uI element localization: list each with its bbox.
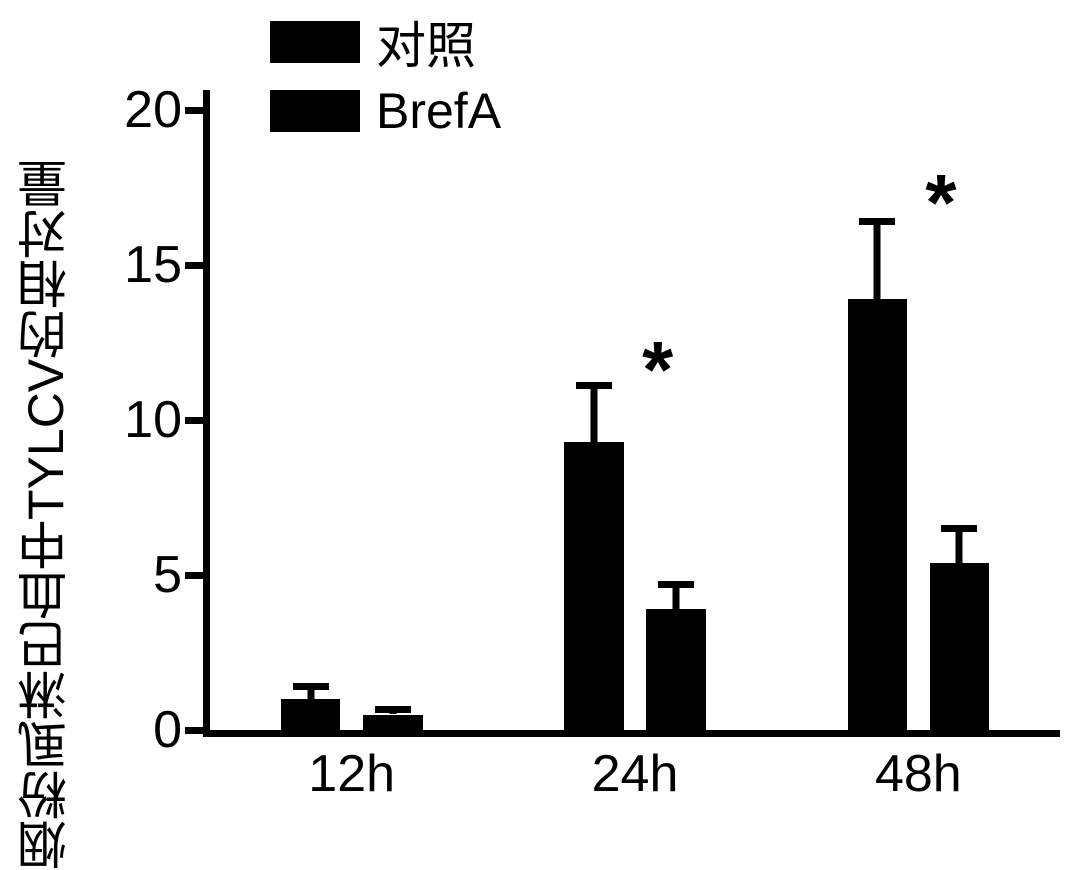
error-bar (673, 584, 680, 609)
legend-swatch (270, 90, 360, 132)
y-tick (185, 107, 203, 114)
error-bar-cap (576, 382, 612, 389)
bar (281, 699, 341, 730)
bar (848, 299, 908, 730)
legend-label: BrefA (376, 82, 501, 140)
error-bar (590, 386, 597, 442)
y-tick (185, 417, 203, 424)
y-tick-label: 10 (124, 390, 182, 450)
legend: 对照BrefA (270, 6, 501, 144)
error-bar-cap (375, 706, 411, 713)
error-bar (874, 222, 881, 300)
legend-item: 对照 (270, 6, 501, 78)
error-bar (956, 529, 963, 563)
legend-label: 对照 (376, 6, 476, 78)
error-bar-cap (859, 218, 895, 225)
y-tick (185, 572, 203, 579)
legend-swatch (270, 21, 360, 63)
bar (363, 715, 423, 731)
x-tick-label: 12h (308, 744, 395, 804)
error-bar-cap (658, 581, 694, 588)
bar (930, 563, 990, 730)
legend-item: BrefA (270, 82, 501, 140)
chart-container: 05101520烟粉虱淋巴血中TYLCV的相对量12h24h48h**对照Bre… (0, 0, 1092, 862)
bar (646, 609, 706, 730)
error-bar-cap (293, 683, 329, 690)
y-axis (203, 90, 210, 737)
y-tick (185, 262, 203, 269)
y-tick-label: 5 (153, 545, 182, 605)
y-tick-label: 0 (153, 700, 182, 760)
x-axis (203, 730, 1060, 737)
error-bar-cap (941, 525, 977, 532)
y-tick-label: 20 (124, 80, 182, 140)
y-tick-label: 15 (124, 235, 182, 295)
bar (564, 442, 624, 730)
significance-marker: * (925, 157, 956, 249)
x-tick-label: 48h (875, 744, 962, 804)
x-tick-label: 24h (592, 744, 679, 804)
y-axis-label: 烟粉虱淋巴血中TYLCV的相对量 (10, 170, 82, 870)
significance-marker: * (642, 324, 673, 416)
y-tick (185, 727, 203, 734)
